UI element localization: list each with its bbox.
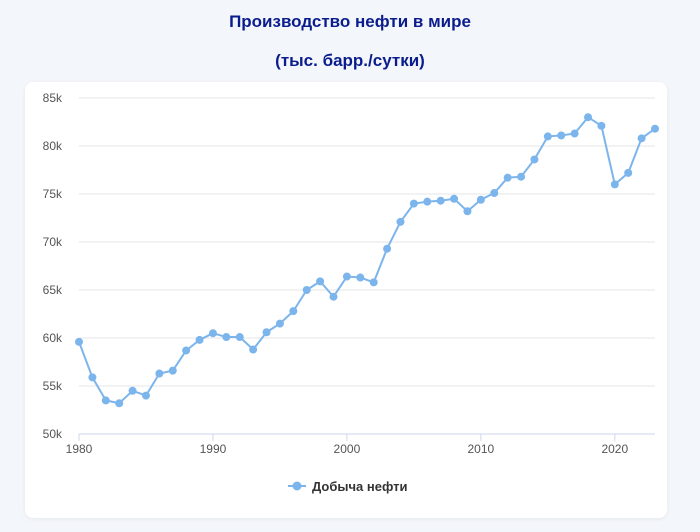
x-tick-label: 2020 (601, 442, 628, 456)
y-axis-tick-labels: 50k 55k 60k 65k 70k 75k 80k 85k (43, 91, 63, 441)
data-point (155, 369, 164, 378)
data-point (436, 196, 445, 205)
data-point (610, 180, 619, 189)
y-tick-label: 80k (43, 139, 63, 153)
data-point (168, 366, 177, 375)
data-point (356, 273, 365, 282)
data-point (503, 173, 512, 182)
y-tick-label: 60k (43, 331, 63, 345)
y-tick-label: 70k (43, 235, 63, 249)
x-tick-label: 2010 (468, 442, 495, 456)
series-line (78, 116, 656, 405)
data-point (490, 189, 499, 198)
plot-area (75, 113, 659, 408)
y-tick-label: 65k (43, 283, 63, 297)
data-point (450, 194, 459, 203)
legend[interactable]: Добыча нефти (288, 479, 408, 494)
data-point (651, 124, 659, 133)
data-point (342, 272, 351, 281)
data-point (584, 113, 593, 122)
chart-subtitle: (тыс. барр./сутки) (275, 51, 425, 70)
data-point (543, 132, 552, 141)
data-point (182, 346, 191, 355)
chart-title: Производство нефти в мире (229, 12, 471, 31)
y-tick-label: 85k (43, 91, 63, 105)
data-point (302, 286, 311, 294)
axes (78, 433, 655, 441)
data-point (463, 207, 472, 216)
data-point (75, 337, 83, 346)
data-point (128, 386, 137, 395)
y-tick-label: 75k (43, 187, 63, 201)
data-point (208, 329, 217, 338)
legend-marker-symbol (292, 481, 302, 491)
data-point (624, 168, 633, 177)
data-point (530, 155, 539, 164)
data-point (88, 373, 97, 382)
x-tick-label: 2000 (334, 442, 361, 456)
data-point (275, 319, 284, 328)
data-point (396, 217, 405, 226)
chart-card (25, 82, 667, 518)
data-point (316, 277, 325, 286)
data-point (289, 307, 298, 316)
data-point (235, 333, 244, 342)
data-point (262, 328, 271, 337)
data-point (476, 195, 485, 204)
x-axis-tick-labels: 1980 1990 2000 2010 2020 (66, 442, 629, 456)
data-point (195, 335, 204, 344)
y-tick-label: 55k (43, 379, 63, 393)
data-point (115, 399, 124, 408)
data-point (369, 278, 378, 287)
data-point (517, 172, 526, 181)
data-point (597, 121, 606, 130)
grid-lines (79, 97, 655, 387)
data-point (383, 244, 392, 253)
data-point (329, 292, 338, 301)
x-tick-label: 1990 (200, 442, 227, 456)
data-point (101, 396, 110, 405)
data-point (141, 391, 150, 400)
data-point (570, 129, 579, 138)
data-point (249, 345, 258, 354)
data-point (409, 199, 418, 208)
x-tick-label: 1980 (66, 442, 93, 456)
data-point (222, 333, 231, 342)
y-tick-label: 50k (43, 427, 63, 441)
legend-label[interactable]: Добыча нефти (312, 479, 408, 494)
data-point (423, 197, 432, 206)
data-point (557, 131, 566, 140)
data-point (637, 134, 646, 143)
